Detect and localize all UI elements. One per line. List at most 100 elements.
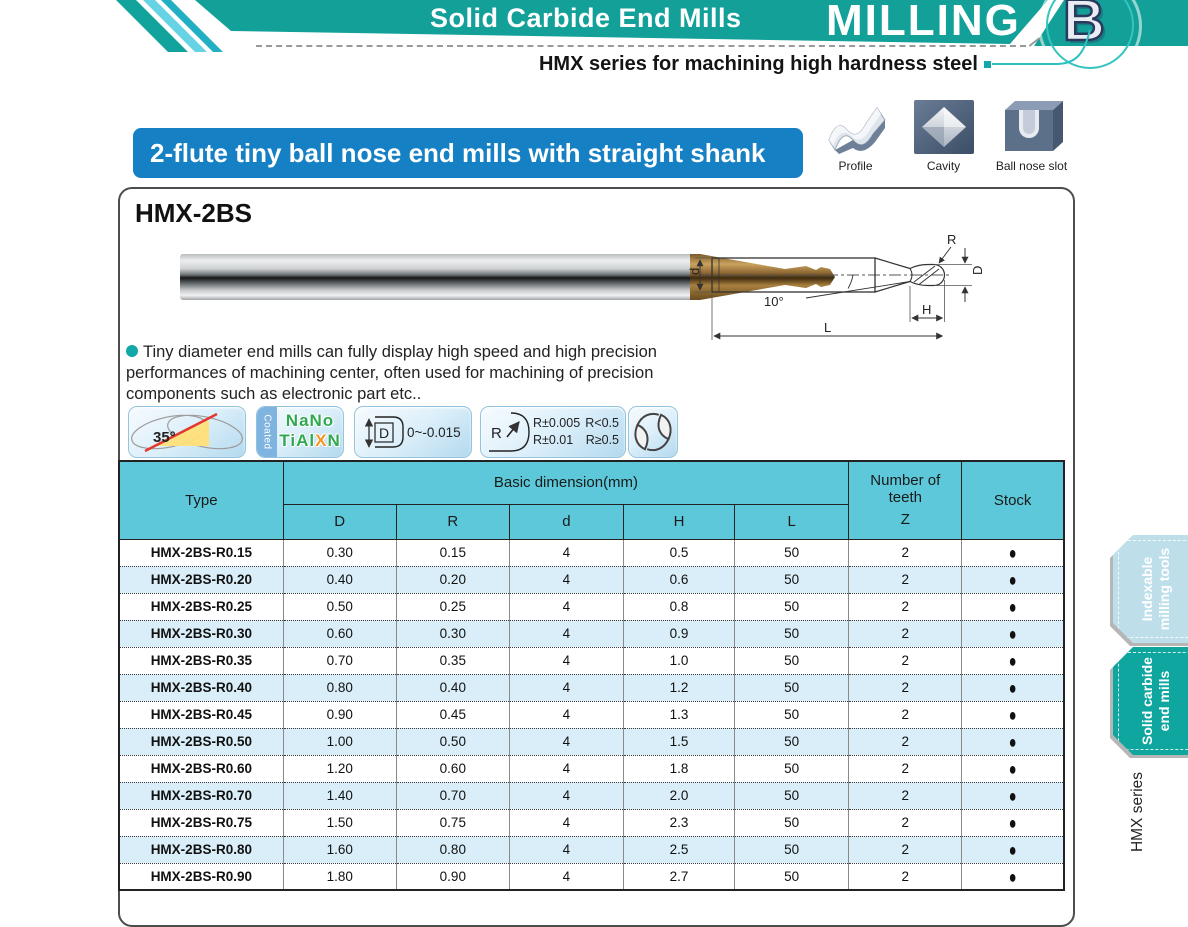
cell-R: 0.45 bbox=[395, 700, 510, 728]
tab-solid-carbide-end-mills: Solid carbide end mills bbox=[1113, 647, 1188, 755]
cell-type: HMX-2BS-R0.60 bbox=[119, 754, 284, 782]
cell-D: 1.00 bbox=[282, 727, 397, 755]
diameter-tolerance-badge: D 0~-0.015 bbox=[354, 406, 472, 458]
svg-text:35°: 35° bbox=[153, 429, 176, 446]
cell-R: 0.35 bbox=[395, 646, 510, 674]
end-mill-shank bbox=[180, 254, 692, 300]
cell-stock: ● bbox=[961, 781, 1064, 809]
cell-H: 0.5 bbox=[622, 539, 735, 566]
table-row: HMX-2BS-R0.40 0.80 0.40 4 1.2 50 2 ● bbox=[119, 673, 1064, 701]
end-mill-photo bbox=[180, 254, 835, 300]
cell-type: HMX-2BS-R0.80 bbox=[119, 835, 284, 863]
cell-type: HMX-2BS-R0.15 bbox=[150, 545, 252, 560]
cell-Z: 2 bbox=[848, 781, 962, 809]
helix-angle-icon: 35° bbox=[131, 412, 243, 453]
application-cavity: Cavity bbox=[906, 98, 981, 173]
page-title: 2-flute tiny ball nose end mills with st… bbox=[133, 128, 803, 178]
cell-L: 50 bbox=[734, 673, 849, 701]
dashed-rule bbox=[256, 45, 1026, 47]
bullet-icon bbox=[126, 345, 138, 357]
cell-D: 1.50 bbox=[282, 808, 397, 836]
cell-H: 2.5 bbox=[622, 835, 735, 863]
cell-stock: ● bbox=[961, 754, 1064, 782]
radius-tolerance-badge: R R±0.005 R<0.5 R±0.01 R≥0.5 bbox=[480, 406, 626, 458]
cell-H: 2.3 bbox=[622, 808, 735, 836]
cell-L: 50 bbox=[734, 727, 849, 755]
cell-H: 1.0 bbox=[622, 646, 735, 674]
application-ball-nose-slot: Ball nose slot bbox=[994, 98, 1069, 173]
col-header-L: L bbox=[734, 503, 850, 540]
diagram-R-label: R bbox=[947, 232, 956, 247]
cell-type: HMX-2BS-R0.20 bbox=[119, 565, 284, 593]
application-icon-label: Ball nose slot bbox=[995, 159, 1068, 173]
cell-H: 1.3 bbox=[622, 700, 735, 728]
cell-stock: ● bbox=[961, 565, 1064, 593]
cell-R: 0.80 bbox=[395, 835, 510, 863]
cell-type: HMX-2BS-R0.90 bbox=[119, 862, 284, 890]
application-icon-label: Profile bbox=[838, 159, 873, 173]
cell-R: 0.50 bbox=[395, 727, 510, 755]
table-row: HMX-2BS-R0.45 0.90 0.45 4 1.3 50 2 ● bbox=[119, 700, 1064, 728]
col-header-R: R bbox=[395, 503, 510, 540]
col-header-D: D bbox=[282, 503, 397, 540]
table-row: HMX-2BS-R0.20 0.40 0.20 4 0.6 50 2 ● bbox=[119, 565, 1064, 593]
product-model: HMX-2BS bbox=[135, 198, 253, 228]
cell-stock: ● bbox=[961, 673, 1064, 701]
application-icons: Profile Cavity Ball nose bbox=[818, 98, 1069, 173]
cell-H: 1.5 bbox=[622, 727, 735, 755]
subtitle-connector-line bbox=[984, 29, 1091, 68]
cell-R: 0.20 bbox=[395, 565, 510, 593]
cell-Z: 2 bbox=[848, 808, 962, 836]
cell-D: 0.40 bbox=[282, 565, 397, 593]
stock-dot-icon: ● bbox=[1008, 596, 1017, 617]
cell-L: 50 bbox=[734, 565, 849, 593]
cell-Z: 2 bbox=[848, 727, 962, 755]
cell-H: 2.7 bbox=[622, 862, 735, 890]
col-header-d: d bbox=[508, 503, 624, 540]
cell-Z: 2 bbox=[848, 673, 962, 701]
cell-L: 50 bbox=[734, 835, 849, 863]
diagram-H-label: H bbox=[922, 302, 931, 317]
cavity-machining-icon bbox=[913, 100, 974, 154]
cell-D: 0.70 bbox=[282, 646, 397, 674]
cell-L: 50 bbox=[734, 700, 849, 728]
cell-d: 4 bbox=[508, 592, 624, 620]
cell-stock: ● bbox=[961, 727, 1064, 755]
cell-Z: 2 bbox=[848, 754, 962, 782]
cell-L: 50 bbox=[734, 808, 849, 836]
product-description: Tiny diameter end mills can fully displa… bbox=[126, 343, 657, 403]
cell-d: 4 bbox=[508, 808, 624, 836]
ball-nose-slot-icon bbox=[1004, 101, 1063, 151]
stock-dot-icon: ● bbox=[1008, 704, 1017, 725]
col-header-H: H bbox=[622, 503, 736, 540]
banner-section-name: MILLING bbox=[826, 0, 1021, 45]
radius-tolerance-icon: R bbox=[489, 412, 530, 452]
two-flute-cross-section-icon bbox=[634, 412, 672, 452]
cell-R: 0.90 bbox=[395, 862, 510, 890]
cell-H: 2.0 bbox=[622, 781, 735, 809]
cell-D: 0.30 bbox=[282, 539, 397, 566]
col-header-teeth: Number of teeth Z bbox=[848, 460, 963, 540]
cell-R: 0.40 bbox=[395, 673, 510, 701]
cell-type: HMX-2BS-R0.70 bbox=[119, 781, 284, 809]
cell-H: 0.8 bbox=[622, 592, 735, 620]
cell-D: 1.40 bbox=[282, 781, 397, 809]
cell-stock: ● bbox=[961, 808, 1064, 836]
table-row: HMX-2BS-R0.60 1.20 0.60 4 1.8 50 2 ● bbox=[119, 754, 1064, 782]
cell-stock: ● bbox=[961, 646, 1064, 674]
cell-R: 0.70 bbox=[395, 781, 510, 809]
series-subtitle: HMX series for machining high hardness s… bbox=[538, 53, 978, 75]
cell-H: 0.9 bbox=[622, 619, 735, 647]
cell-d: 4 bbox=[508, 646, 624, 674]
cell-Z: 2 bbox=[848, 565, 962, 593]
application-icon-label: Cavity bbox=[926, 159, 961, 173]
cell-type: HMX-2BS-R0.40 bbox=[119, 673, 284, 701]
cell-R: 0.25 bbox=[395, 592, 510, 620]
cell-Z: 2 bbox=[848, 592, 962, 620]
cell-D: 1.80 bbox=[282, 862, 397, 890]
cell-type: HMX-2BS-R0.50 bbox=[119, 727, 284, 755]
cell-H: 1.2 bbox=[622, 673, 735, 701]
cell-L: 50 bbox=[734, 781, 849, 809]
banner-product-line: Solid Carbide End Mills bbox=[430, 3, 742, 33]
stock-dot-icon: ● bbox=[1008, 542, 1017, 563]
